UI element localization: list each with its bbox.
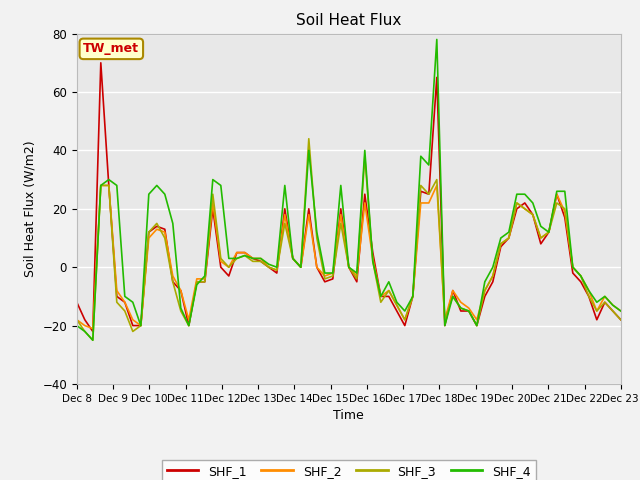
SHF_1 — [89, 328, 97, 334]
SHF_3 — [169, 279, 177, 285]
SHF_1 — [401, 323, 408, 328]
Y-axis label: Soil Heat Flux (W/m2): Soil Heat Flux (W/m2) — [24, 141, 36, 277]
SHF_3 — [401, 317, 408, 323]
Title: Soil Heat Flux: Soil Heat Flux — [296, 13, 401, 28]
SHF_4 — [121, 293, 129, 300]
Line: SHF_1: SHF_1 — [77, 63, 621, 331]
SHF_1 — [97, 60, 105, 66]
SHF_1 — [193, 279, 201, 285]
SHF_4 — [185, 323, 193, 328]
SHF_4 — [617, 308, 625, 314]
SHF_1 — [609, 308, 617, 314]
SHF_2 — [609, 302, 617, 308]
SHF_2 — [617, 308, 625, 314]
Text: TW_met: TW_met — [83, 42, 140, 55]
SHF_3 — [121, 308, 129, 314]
SHF_1 — [617, 317, 625, 323]
X-axis label: Time: Time — [333, 409, 364, 422]
SHF_2 — [177, 288, 185, 293]
SHF_3 — [305, 136, 312, 142]
SHF_4 — [609, 302, 617, 308]
SHF_2 — [193, 276, 201, 282]
Line: SHF_3: SHF_3 — [77, 139, 621, 340]
SHF_4 — [393, 300, 401, 305]
SHF_3 — [617, 317, 625, 323]
SHF_4 — [505, 229, 513, 235]
SHF_4 — [169, 220, 177, 226]
SHF_2 — [89, 325, 97, 331]
SHF_1 — [505, 235, 513, 241]
SHF_2 — [129, 317, 137, 323]
Line: SHF_2: SHF_2 — [77, 185, 621, 328]
SHF_4 — [73, 323, 81, 328]
SHF_4 — [433, 36, 440, 42]
SHF_4 — [89, 337, 97, 343]
SHF_2 — [97, 182, 105, 188]
SHF_2 — [401, 317, 408, 323]
Legend: SHF_1, SHF_2, SHF_3, SHF_4: SHF_1, SHF_2, SHF_3, SHF_4 — [161, 460, 536, 480]
SHF_1 — [177, 288, 185, 293]
SHF_3 — [609, 308, 617, 314]
SHF_2 — [73, 317, 81, 323]
Line: SHF_4: SHF_4 — [77, 39, 621, 340]
SHF_3 — [185, 323, 193, 328]
SHF_3 — [89, 337, 97, 343]
SHF_3 — [505, 235, 513, 241]
SHF_2 — [505, 235, 513, 241]
SHF_1 — [73, 300, 81, 305]
SHF_1 — [129, 323, 137, 328]
SHF_3 — [73, 317, 81, 323]
